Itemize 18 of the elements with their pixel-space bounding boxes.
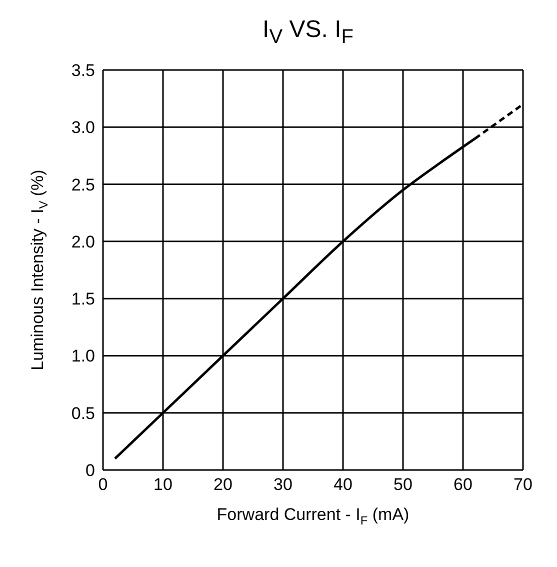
y-tick-label: 3.0 — [71, 118, 95, 138]
x-tick-label: 30 — [274, 475, 292, 494]
x-tick-label: 40 — [334, 475, 352, 494]
x-axis-title: Forward Current - I$_{F}$ (mA) — [216, 505, 410, 528]
x-tick-label: 70 — [514, 475, 532, 494]
x-tick-label: 20 — [214, 475, 232, 494]
y-tick-label: 3.5 — [71, 61, 95, 80]
y-tick-label: 0.5 — [71, 404, 95, 423]
x-tick-label: 0 — [98, 475, 108, 494]
chart-title: I$_{V}$ VS. I$_{F}$ — [262, 15, 354, 50]
x-tick-label: 50 — [394, 475, 412, 494]
y-tick-label: 1.5 — [71, 290, 95, 309]
x-tick-label: 60 — [454, 475, 472, 494]
y-tick-label: 1.0 — [71, 346, 95, 366]
y-tick-label: 2.0 — [71, 232, 95, 252]
y-tick-label: 0 — [86, 461, 95, 480]
x-tick-label: 10 — [154, 475, 172, 494]
y-tick-label: 2.5 — [71, 175, 95, 194]
